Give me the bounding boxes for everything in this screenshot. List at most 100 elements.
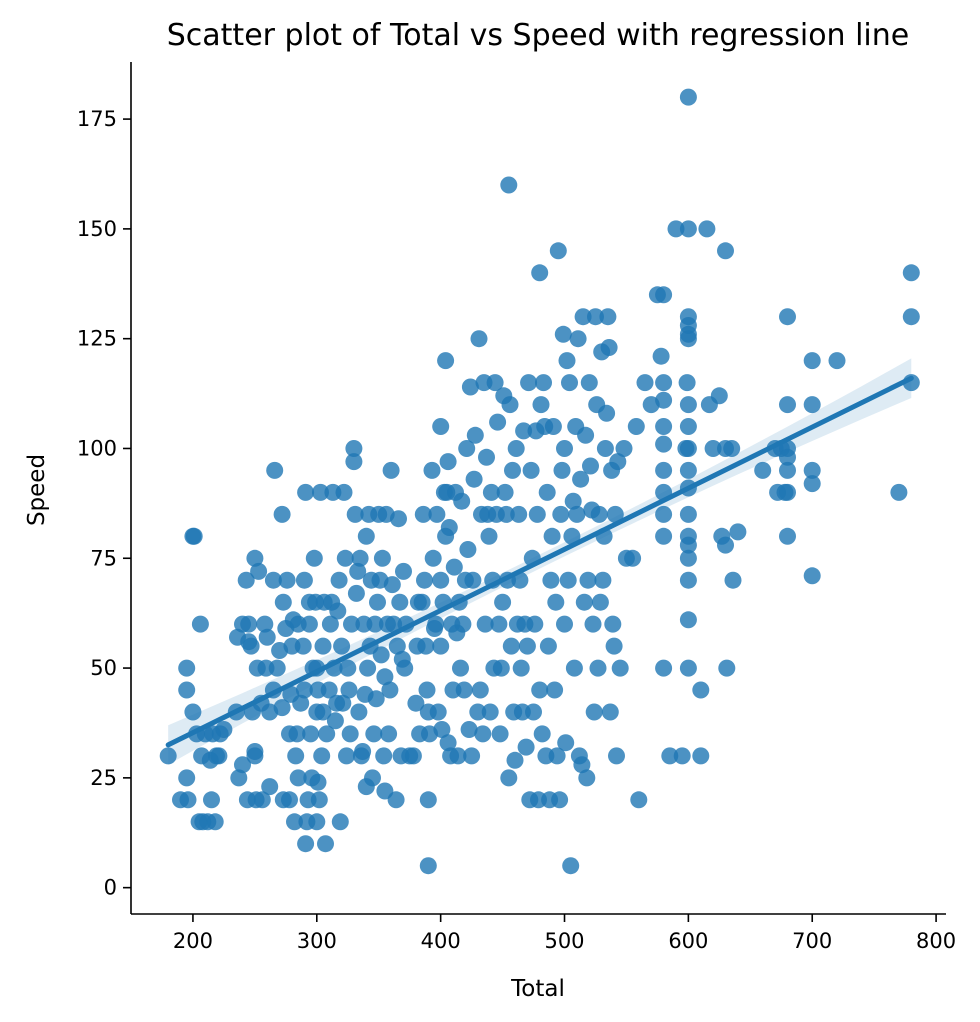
- data-point: [535, 374, 552, 392]
- data-point: [289, 769, 307, 787]
- data-point: [779, 448, 796, 466]
- data-point: [615, 440, 633, 457]
- data-point: [704, 440, 722, 457]
- data-point: [390, 510, 407, 528]
- data-point: [294, 637, 312, 655]
- data-point: [274, 593, 292, 611]
- data-point: [679, 659, 697, 677]
- data-point: [803, 352, 821, 370]
- data-point: [556, 440, 573, 457]
- data-point: [679, 611, 697, 629]
- data-point: [439, 453, 457, 471]
- data-point: [439, 734, 457, 752]
- data-point: [347, 584, 365, 602]
- data-point: [367, 690, 385, 708]
- data-point: [710, 387, 728, 405]
- data-point: [419, 791, 437, 809]
- data-point: [568, 505, 586, 523]
- data-point: [350, 703, 368, 721]
- data-point: [440, 519, 458, 536]
- data-point: [496, 483, 514, 501]
- data-point: [606, 505, 624, 523]
- regression-line-path: [165, 375, 914, 748]
- data-point: [803, 567, 821, 585]
- data-point: [679, 220, 697, 238]
- data-point: [191, 615, 209, 633]
- data-point: [531, 681, 549, 699]
- data-point: [522, 461, 540, 479]
- y-axis-label: Speed: [24, 454, 50, 526]
- data-point: [309, 773, 327, 791]
- data-point: [559, 571, 577, 589]
- data-point: [525, 703, 542, 721]
- data-point: [460, 721, 478, 738]
- data-point: [528, 505, 546, 523]
- data-point: [424, 549, 442, 567]
- data-point: [679, 88, 697, 106]
- data-point: [256, 615, 274, 633]
- data-point: [458, 440, 476, 457]
- data-point: [463, 747, 481, 765]
- data-point: [590, 505, 608, 523]
- data-point: [584, 615, 602, 633]
- data-point: [718, 659, 736, 677]
- data-point: [679, 571, 697, 589]
- data-point: [554, 325, 572, 343]
- data-point: [500, 769, 518, 787]
- x-axis-ticks: 200 300 400 500 600 700 800: [173, 914, 956, 953]
- data-point: [178, 769, 196, 787]
- x-axis-label: Total: [510, 976, 565, 1002]
- data-point: [372, 646, 390, 664]
- data-point: [553, 461, 571, 479]
- data-point: [655, 461, 673, 479]
- y-tick-label: 125: [77, 327, 117, 351]
- data-point: [341, 725, 359, 743]
- data-point: [297, 483, 315, 501]
- data-point: [596, 440, 614, 457]
- data-point: [489, 413, 507, 431]
- data-point: [779, 483, 796, 501]
- data-point: [288, 725, 306, 743]
- data-point: [543, 527, 561, 545]
- data-point: [308, 813, 326, 831]
- data-point: [354, 743, 372, 760]
- data-point: [313, 747, 331, 765]
- data-point: [433, 721, 451, 738]
- data-point: [580, 374, 598, 392]
- data-point: [491, 725, 509, 743]
- data-point: [754, 461, 772, 479]
- data-point: [604, 615, 622, 633]
- data-point: [178, 681, 196, 699]
- data-point: [335, 483, 353, 501]
- data-point: [305, 549, 323, 567]
- data-point: [497, 505, 515, 523]
- data-point: [655, 659, 673, 677]
- x-tick-label: 400: [421, 929, 461, 953]
- data-point: [587, 308, 604, 326]
- data-point: [490, 615, 508, 633]
- data-point: [364, 769, 381, 787]
- data-point: [474, 725, 492, 743]
- data-point: [542, 571, 560, 589]
- data-point: [383, 576, 401, 594]
- data-point: [611, 659, 629, 677]
- data-point: [480, 527, 498, 545]
- data-point: [601, 703, 619, 721]
- data-point: [551, 791, 569, 809]
- data-point: [321, 615, 339, 633]
- data-point: [437, 352, 455, 370]
- data-point: [828, 352, 846, 370]
- data-point: [418, 681, 436, 699]
- data-point: [346, 505, 364, 523]
- data-point: [295, 681, 313, 699]
- data-point: [465, 470, 483, 488]
- data-point: [423, 461, 441, 479]
- data-point: [779, 461, 796, 479]
- data-point: [478, 448, 495, 466]
- data-point: [329, 602, 347, 620]
- data-point: [413, 593, 431, 611]
- data-point: [476, 615, 494, 633]
- data-point: [717, 536, 734, 554]
- regression-line: [165, 375, 914, 748]
- data-point: [264, 571, 282, 589]
